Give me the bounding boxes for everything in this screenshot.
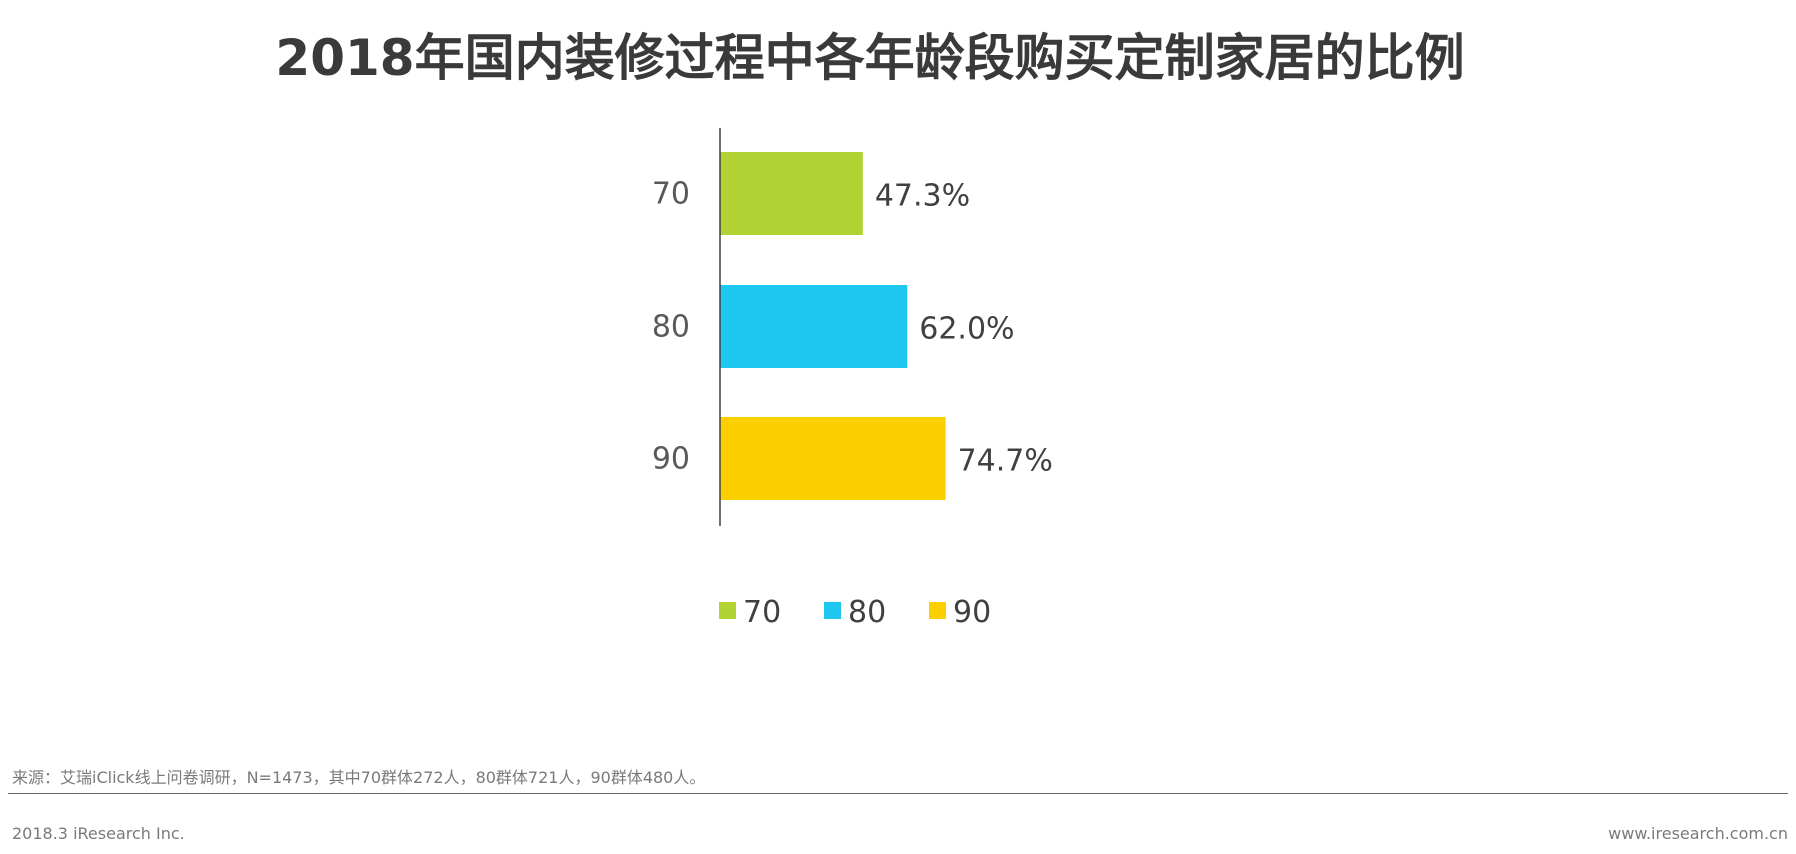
- category-label-70: 70: [652, 177, 690, 212]
- legend-swatch-70: [719, 602, 736, 619]
- footer-copyright: 2018.3 iResearch Inc.: [12, 824, 185, 843]
- legend-label-80: 80: [848, 595, 886, 630]
- category-label-90: 90: [652, 442, 690, 477]
- chart-title: 2018年国内装修过程中各年龄段购买定制家居的比例: [275, 29, 1465, 87]
- category-label-80: 80: [652, 310, 690, 345]
- legend-label-90: 90: [953, 595, 991, 630]
- legend-swatch-80: [824, 602, 841, 619]
- source-note: 来源：艾瑞iClick线上问卷调研，N=1473，其中70群体272人，80群体…: [12, 768, 706, 787]
- value-label-90: 74.7%: [958, 444, 1053, 479]
- value-label-70: 47.3%: [875, 179, 970, 214]
- bar-70: [720, 152, 863, 235]
- legend-swatch-90: [929, 602, 946, 619]
- bar-90: [720, 417, 946, 500]
- footer-divider: [8, 793, 1788, 794]
- legend-label-70: 70: [743, 595, 781, 630]
- footer-website: www.iresearch.com.cn: [1608, 824, 1788, 843]
- bar-80: [720, 285, 908, 368]
- value-label-80: 62.0%: [919, 312, 1014, 347]
